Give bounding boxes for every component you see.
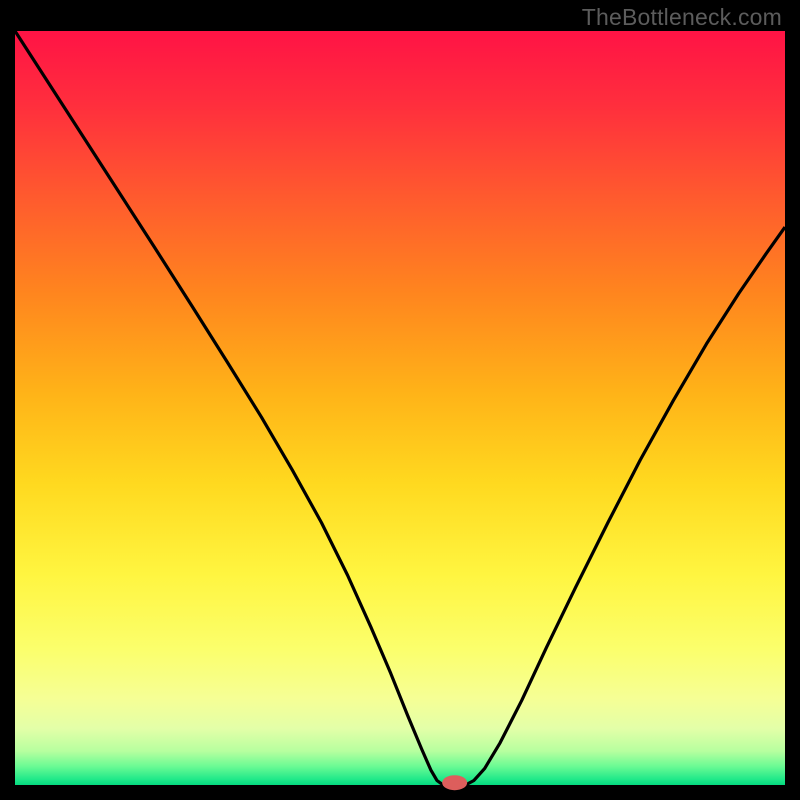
bottleneck-chart-svg <box>0 0 800 800</box>
chart-frame: TheBottleneck.com <box>0 0 800 800</box>
watermark-text: TheBottleneck.com <box>582 4 782 31</box>
optimal-point-marker <box>442 775 467 790</box>
